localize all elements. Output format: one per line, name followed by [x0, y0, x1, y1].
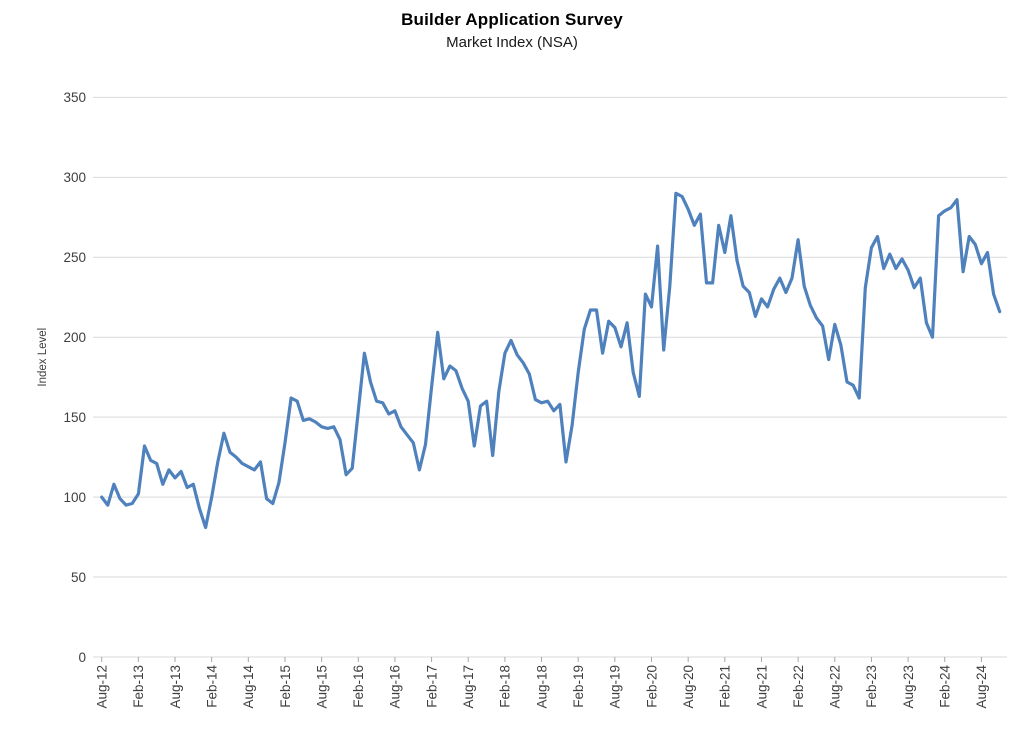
x-tick-label: Feb-15 — [278, 665, 293, 708]
x-tick-label: Aug-21 — [754, 665, 769, 709]
y-tick-label: 150 — [63, 410, 86, 425]
y-tick-label: 300 — [63, 170, 86, 185]
x-tick-label: Aug-24 — [974, 665, 989, 709]
y-tick-label: 100 — [63, 490, 86, 505]
x-tick-label: Feb-21 — [718, 665, 733, 708]
x-tick-label: Aug-15 — [314, 665, 329, 709]
x-tick-label: Aug-23 — [901, 665, 916, 709]
y-axis-title: Index Level — [37, 328, 49, 387]
y-tick-label: 0 — [78, 650, 86, 665]
x-tick-label: Feb-24 — [938, 665, 953, 708]
x-tick-label: Feb-13 — [131, 665, 146, 708]
x-tick-label: Feb-20 — [644, 665, 659, 708]
x-tick-label: Aug-22 — [828, 665, 843, 709]
chart-title: Builder Application Survey — [401, 10, 623, 29]
x-tick-label: Feb-22 — [791, 665, 806, 708]
x-tick-label: Feb-17 — [424, 665, 439, 708]
x-tick-label: Aug-19 — [608, 665, 623, 709]
x-tick-label: Feb-18 — [498, 665, 513, 708]
y-tick-label: 250 — [63, 250, 86, 265]
x-tick-label: Feb-16 — [351, 665, 366, 708]
y-tick-label: 50 — [71, 570, 86, 585]
x-tick-label: Aug-18 — [534, 665, 549, 709]
x-tick-label: Aug-14 — [241, 665, 256, 709]
x-tick-label: Aug-13 — [168, 665, 183, 709]
x-tick-label: Aug-12 — [95, 665, 110, 709]
y-tick-label: 350 — [63, 90, 86, 105]
x-tick-label: Aug-16 — [388, 665, 403, 709]
chart-subtitle: Market Index (NSA) — [446, 34, 578, 51]
x-tick-label: Feb-23 — [864, 665, 879, 708]
x-tick-label: Feb-19 — [571, 665, 586, 708]
x-tick-label: Aug-20 — [681, 665, 696, 709]
y-tick-label: 200 — [63, 330, 86, 345]
x-tick-label: Aug-17 — [461, 665, 476, 709]
series-line — [100, 191, 1002, 530]
x-tick-label: Feb-14 — [204, 665, 219, 708]
